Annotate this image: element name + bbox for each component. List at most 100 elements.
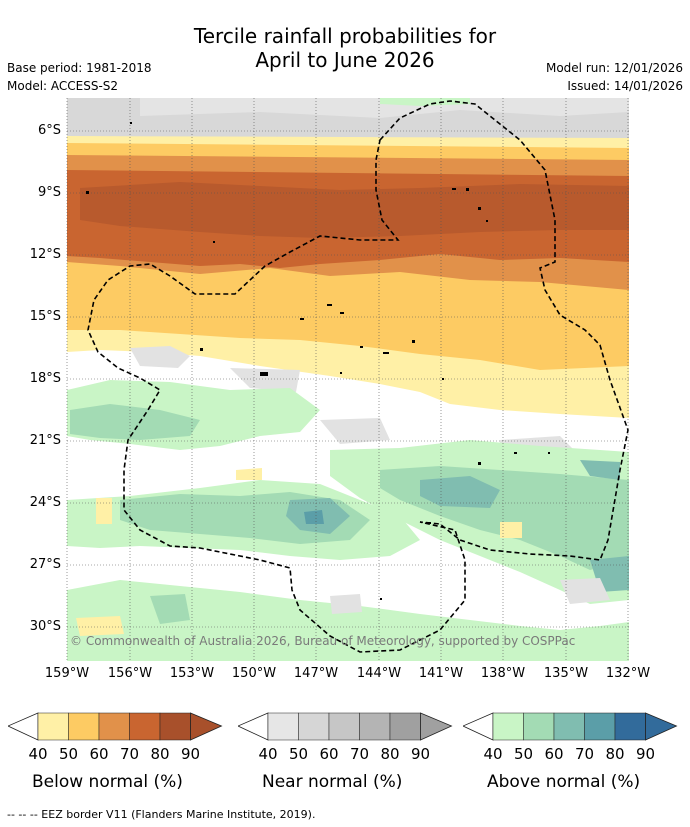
legend-swatch (98, 712, 130, 741)
near-normal-region (330, 594, 362, 614)
latitude-label: 15°S (29, 309, 61, 324)
above-normal-region (304, 510, 324, 524)
legend-colorbar (238, 712, 453, 741)
legend-tick-label: 90 (180, 745, 201, 763)
legend-title: Above normal (%) (487, 772, 641, 792)
above-normal-region (150, 594, 190, 624)
below-normal-region (236, 468, 262, 480)
latitude-label: 12°S (29, 247, 61, 262)
legend-high-extension (420, 712, 453, 741)
longitude-label: 156°W (107, 666, 153, 681)
legend-swatch (298, 712, 330, 741)
probability-map (66, 98, 629, 661)
legend-swatch (359, 712, 391, 741)
metadata-right: Model run: 12/01/2026 Issued: 14/01/2026 (546, 59, 683, 95)
near-normal-region (320, 418, 390, 444)
below-normal-region (500, 522, 522, 538)
near-normal-region (230, 368, 300, 392)
above-normal-region (67, 580, 629, 661)
legend-low-extension (8, 712, 39, 741)
legend-low-extension (238, 712, 269, 741)
legend-swatch (389, 712, 421, 741)
islands (86, 122, 550, 600)
longitude-label: 159°W (44, 666, 90, 681)
legend-tick-label: 50 (513, 745, 534, 763)
legend-swatch (584, 712, 616, 741)
metadata-left: Base period: 1981-2018 Model: ACCESS-S2 (7, 59, 152, 95)
copyright-notice: © Commonwealth of Australia 2026, Bureau… (70, 634, 576, 648)
near-normal-region (130, 346, 190, 368)
longitude-label: 135°W (543, 666, 589, 681)
eez-footnote: -- -- -- EEZ border V11 (Flanders Marine… (7, 808, 316, 821)
above-normal-region (70, 404, 200, 440)
base-period: Base period: 1981-2018 (7, 61, 152, 75)
longitude-label: 153°W (169, 666, 215, 681)
below-normal-region (96, 498, 112, 524)
legend-tick-label: 40 (483, 745, 503, 763)
longitude-label: 144°W (356, 666, 402, 681)
legend-high-extension (645, 712, 678, 741)
latitude-label: 27°S (29, 557, 61, 572)
latitude-label: 9°S (37, 185, 61, 200)
legend-tick-label: 80 (150, 745, 170, 763)
legend-tick-label: 50 (58, 745, 79, 763)
legend-low-extension (463, 712, 494, 741)
legend-swatch (492, 712, 524, 741)
below-normal-region (76, 616, 124, 636)
legend-swatch (614, 712, 646, 741)
legend-tick-label: 40 (258, 745, 278, 763)
legend-tick-label: 90 (410, 745, 431, 763)
legend-swatch (129, 712, 161, 741)
latitude-label: 24°S (29, 495, 61, 510)
below-normal-region (67, 262, 629, 378)
legend-tick-label: 60 (544, 745, 564, 763)
legend-swatch (37, 712, 69, 741)
latitude-label: 18°S (29, 371, 61, 386)
above-normal-region (580, 460, 620, 480)
gridlines (66, 98, 629, 661)
longitude-label: 132°W (605, 666, 651, 681)
model-run: Model run: 12/01/2026 (545, 61, 683, 75)
title-line-1: Tercile rainfall probabilities for (193, 24, 497, 48)
below-normal-region (80, 182, 629, 238)
latitude-label: 30°S (29, 619, 61, 634)
near-normal-region (560, 578, 610, 604)
legend-colorbar (463, 712, 678, 741)
legend-swatch (328, 712, 360, 741)
legend-title: Near normal (%) (262, 772, 403, 792)
legend-swatch (159, 712, 191, 741)
legend-tick-label: 90 (635, 745, 656, 763)
longitude-label: 138°W (480, 666, 526, 681)
latitude-label: 21°S (29, 433, 61, 448)
legend-high-extension (190, 712, 223, 741)
map-field (67, 98, 629, 661)
legend-swatch (267, 712, 299, 741)
legend-tick-label: 70 (574, 745, 595, 763)
legend-swatch (523, 712, 555, 741)
legend-swatch (553, 712, 585, 741)
above-normal-region (380, 98, 470, 106)
legend-tick-label: 40 (28, 745, 48, 763)
latitude-label: 6°S (37, 123, 61, 138)
near-normal-region (140, 98, 629, 118)
legend-tick-label: 60 (319, 745, 339, 763)
legend-colorbar (8, 712, 223, 741)
map-title: Tercile rainfall probabilities for April… (0, 24, 690, 72)
longitude-label: 147°W (293, 666, 339, 681)
legend-tick-label: 70 (349, 745, 370, 763)
issued-date: Issued: 14/01/2026 (567, 79, 683, 93)
model-name: Model: ACCESS-S2 (7, 79, 119, 93)
legend-tick-label: 80 (380, 745, 400, 763)
below-normal-region (67, 330, 629, 418)
legend-swatch (68, 712, 100, 741)
legend-title: Below normal (%) (32, 772, 183, 792)
title-line-2: April to June 2026 (255, 48, 435, 72)
longitude-label: 141°W (418, 666, 464, 681)
longitude-label: 150°W (231, 666, 277, 681)
legend-tick-label: 70 (119, 745, 140, 763)
legend-tick-label: 80 (605, 745, 625, 763)
legend-tick-label: 50 (288, 745, 309, 763)
above-normal-region (420, 476, 500, 508)
eez-border (87, 100, 629, 653)
legend-tick-label: 60 (89, 745, 109, 763)
